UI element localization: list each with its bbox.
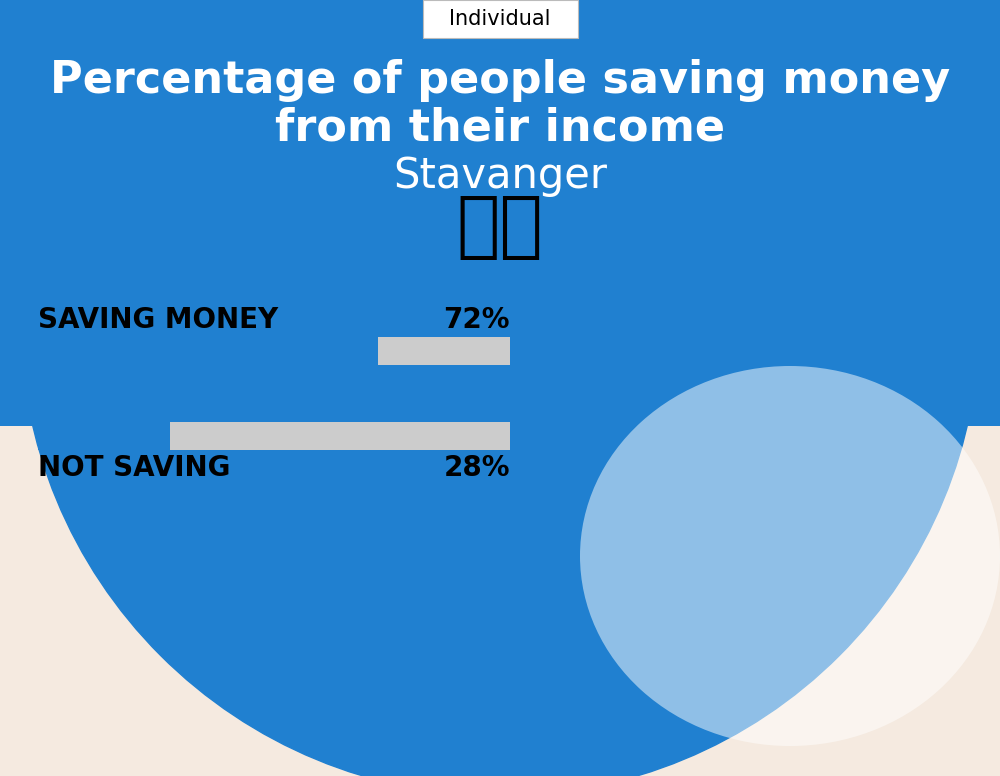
Ellipse shape: [580, 366, 1000, 746]
Text: Stavanger: Stavanger: [393, 155, 607, 197]
Text: 🇳🇴: 🇳🇴: [457, 193, 543, 262]
Text: 28%: 28%: [444, 454, 510, 482]
Circle shape: [20, 0, 980, 776]
Text: Percentage of people saving money: Percentage of people saving money: [50, 60, 950, 102]
Text: SAVING MONEY: SAVING MONEY: [38, 306, 278, 334]
Bar: [38, 422, 170, 450]
Text: from their income: from their income: [275, 106, 725, 150]
Bar: [38, 337, 378, 365]
Bar: [38, 337, 510, 365]
Bar: [0, 0, 1000, 426]
Bar: [38, 422, 510, 450]
Text: Individual: Individual: [449, 9, 551, 29]
Text: 72%: 72%: [444, 306, 510, 334]
FancyBboxPatch shape: [422, 0, 578, 38]
Text: NOT SAVING: NOT SAVING: [38, 454, 230, 482]
